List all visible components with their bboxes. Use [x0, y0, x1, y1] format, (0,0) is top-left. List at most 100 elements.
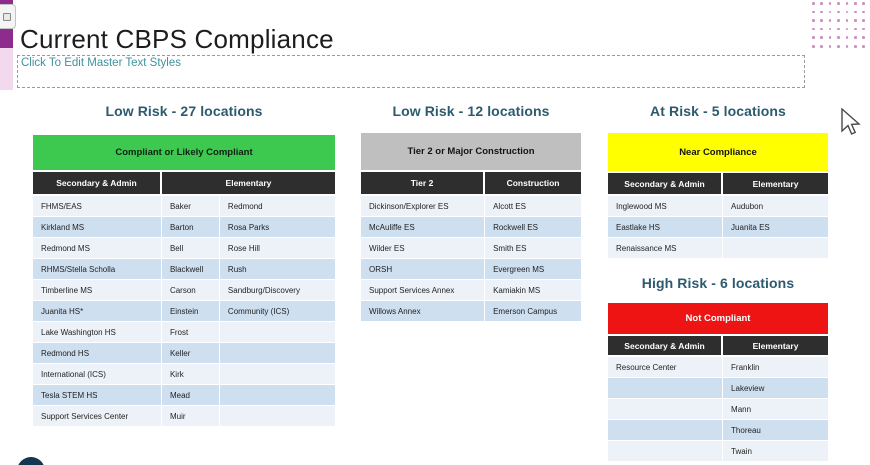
- table-row: Mann: [608, 399, 828, 420]
- table-cell[interactable]: Bell: [161, 238, 220, 259]
- column-header-row: Secondary & Admin Elementary: [608, 336, 828, 357]
- table-cell[interactable]: Sandburg/Discovery: [219, 280, 335, 301]
- table-cell[interactable]: Juanita HS*: [33, 301, 162, 322]
- table-cell[interactable]: Eastlake HS: [608, 217, 724, 238]
- table-cell[interactable]: Thoreau: [723, 420, 828, 441]
- table-cell[interactable]: Support Services Center: [33, 406, 162, 427]
- column-header: Secondary & Admin: [608, 173, 724, 196]
- table-cell[interactable]: [723, 238, 828, 259]
- table-row: Redmond HS Keller: [33, 343, 335, 364]
- table-cell[interactable]: Evergreen MS: [485, 259, 581, 280]
- table-cell[interactable]: Frost: [161, 322, 220, 343]
- table-cell[interactable]: Rosa Parks: [219, 217, 335, 238]
- section-heading-at-risk: At Risk - 5 locations: [650, 103, 786, 119]
- table-cell[interactable]: Tesla STEM HS: [33, 385, 162, 406]
- low-risk-compliant-banner: Compliant or Likely Compliant: [33, 135, 335, 172]
- table-at-risk[interactable]: Near Compliance Secondary & Admin Elementa…: [608, 133, 828, 259]
- at-risk-banner: Near Compliance: [608, 133, 828, 173]
- table-cell[interactable]: Wilder ES: [361, 238, 486, 259]
- table-cell[interactable]: Kirkland MS: [33, 217, 162, 238]
- table-cell[interactable]: Rush: [219, 259, 335, 280]
- district-logo: [17, 457, 45, 465]
- table-cell[interactable]: Keller: [161, 343, 220, 364]
- table-row: ORSH Evergreen MS: [361, 259, 581, 280]
- table-cell[interactable]: Mann: [723, 399, 828, 420]
- table-row: Lakeview: [608, 378, 828, 399]
- table-cell[interactable]: Muir: [161, 406, 220, 427]
- table-cell[interactable]: [608, 378, 724, 399]
- table-cell[interactable]: Rockwell ES: [485, 217, 581, 238]
- table-cell[interactable]: McAuliffe ES: [361, 217, 486, 238]
- column-header-row: Tier 2 Construction: [361, 172, 581, 196]
- table-cell[interactable]: [608, 399, 724, 420]
- subtitle-placeholder[interactable]: Click To Edit Master Text Styles: [17, 55, 805, 88]
- table-cell[interactable]: RHMS/Stella Scholla: [33, 259, 162, 280]
- table-row: Support Services Annex Kamiakin MS: [361, 280, 581, 301]
- table-cell[interactable]: Mead: [161, 385, 220, 406]
- table-cell[interactable]: International (ICS): [33, 364, 162, 385]
- table-low-risk-tier2[interactable]: Tier 2 or Major Construction Tier 2 Constr…: [361, 133, 581, 322]
- table-cell[interactable]: Kamiakin MS: [485, 280, 581, 301]
- table-cell[interactable]: [219, 364, 335, 385]
- table-cell[interactable]: Rose Hill: [219, 238, 335, 259]
- table-cell[interactable]: Einstein: [161, 301, 220, 322]
- section-heading-low-risk-tier2: Low Risk - 12 locations: [392, 103, 550, 119]
- table-cell[interactable]: Juanita ES: [723, 217, 828, 238]
- table-row: RHMS/Stella Scholla Blackwell Rush: [33, 259, 335, 280]
- column-header: Secondary & Admin: [33, 172, 162, 196]
- table-cell[interactable]: [219, 343, 335, 364]
- low-risk-tier2-banner: Tier 2 or Major Construction: [361, 133, 581, 172]
- table-cell[interactable]: Barton: [161, 217, 220, 238]
- table-cell[interactable]: [219, 406, 335, 427]
- table-cell[interactable]: Willows Annex: [361, 301, 486, 322]
- table-cell[interactable]: Resource Center: [608, 357, 724, 378]
- panel-toggle-button[interactable]: [0, 4, 16, 29]
- table-cell[interactable]: Emerson Campus: [485, 301, 581, 322]
- table-row: Kirkland MS Barton Rosa Parks: [33, 217, 335, 238]
- table-cell[interactable]: Kirk: [161, 364, 220, 385]
- table-cell[interactable]: Audubon: [723, 196, 828, 217]
- table-cell[interactable]: Inglewood MS: [608, 196, 724, 217]
- table-row: Support Services Center Muir: [33, 406, 335, 427]
- section-heading-low-risk-compliant: Low Risk - 27 locations: [105, 103, 263, 119]
- table-cell[interactable]: Blackwell: [161, 259, 220, 280]
- slide-title[interactable]: Current CBPS Compliance: [20, 24, 334, 54]
- table-cell[interactable]: FHMS/EAS: [33, 196, 162, 217]
- table-cell[interactable]: Dickinson/Explorer ES: [361, 196, 486, 217]
- table-cell[interactable]: Support Services Annex: [361, 280, 486, 301]
- decorative-dot-grid: [812, 2, 870, 54]
- table-cell[interactable]: Redmond MS: [33, 238, 162, 259]
- table-row: FHMS/EAS Baker Redmond: [33, 196, 335, 217]
- table-row: McAuliffe ES Rockwell ES: [361, 217, 581, 238]
- table-row: Tesla STEM HS Mead: [33, 385, 335, 406]
- table-cell[interactable]: Twain: [723, 441, 828, 462]
- table-cell[interactable]: [608, 441, 724, 462]
- table-row: Dickinson/Explorer ES Alcott ES: [361, 196, 581, 217]
- table-cell[interactable]: Baker: [161, 196, 220, 217]
- table-cell[interactable]: Community (ICS): [219, 301, 335, 322]
- table-cell[interactable]: Renaissance MS: [608, 238, 724, 259]
- table-cell[interactable]: ORSH: [361, 259, 486, 280]
- table-cell[interactable]: Redmond: [219, 196, 335, 217]
- column-header: Secondary & Admin: [608, 336, 724, 357]
- table-cell[interactable]: [219, 385, 335, 406]
- table-cell[interactable]: Smith ES: [485, 238, 581, 259]
- collapse-icon: [3, 12, 11, 21]
- table-row: Twain: [608, 441, 828, 462]
- section-heading-high-risk: High Risk - 6 locations: [641, 275, 795, 291]
- table-cell[interactable]: Alcott ES: [485, 196, 581, 217]
- table-low-risk-compliant[interactable]: Compliant or Likely Compliant Secondary &…: [33, 135, 335, 427]
- table-cell[interactable]: Franklin: [723, 357, 828, 378]
- column-header-row: Secondary & Admin Elementary: [33, 172, 335, 196]
- table-high-risk[interactable]: Not Compliant Secondary & Admin Elementary…: [608, 303, 828, 462]
- table-cell[interactable]: [219, 322, 335, 343]
- table-row: Juanita HS* Einstein Community (ICS): [33, 301, 335, 322]
- table-cell[interactable]: Carson: [161, 280, 220, 301]
- table-cell[interactable]: [608, 420, 724, 441]
- table-cell[interactable]: Lake Washington HS: [33, 322, 162, 343]
- table-row: International (ICS) Kirk: [33, 364, 335, 385]
- column-header-row: Secondary & Admin Elementary: [608, 173, 828, 196]
- table-cell[interactable]: Timberline MS: [33, 280, 162, 301]
- table-cell[interactable]: Lakeview: [723, 378, 828, 399]
- table-cell[interactable]: Redmond HS: [33, 343, 162, 364]
